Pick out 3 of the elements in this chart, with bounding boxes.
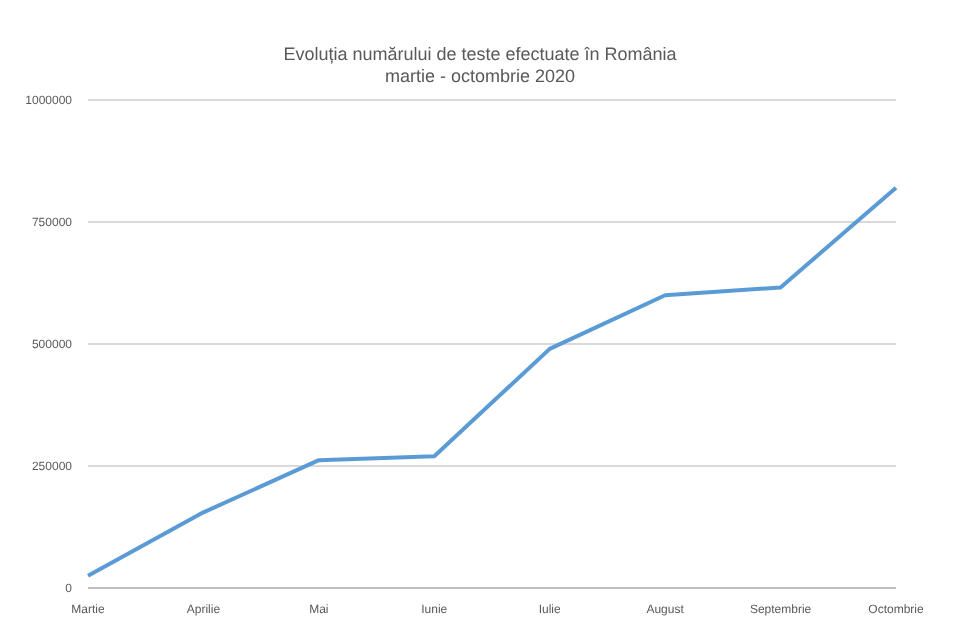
chart-title: Evoluția numărului de teste efectuate în România bbox=[281, 44, 679, 66]
chart-subtitle: martie - octombrie 2020 bbox=[382, 66, 578, 88]
line-series bbox=[86, 185, 898, 578]
